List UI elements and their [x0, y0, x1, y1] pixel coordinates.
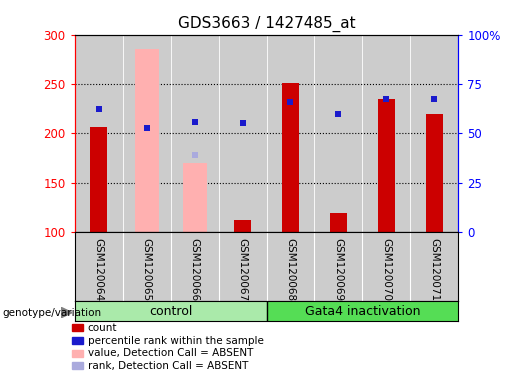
Bar [363, 35, 410, 232]
Bar [410, 35, 458, 232]
Bar [282, 83, 299, 232]
Bar [183, 163, 207, 232]
Text: count: count [88, 323, 117, 333]
Polygon shape [61, 307, 72, 318]
Bar [90, 126, 107, 232]
Bar [330, 213, 347, 232]
Bar [378, 99, 395, 232]
Text: GSM120066: GSM120066 [190, 238, 200, 301]
Text: Gata4 inactivation: Gata4 inactivation [305, 305, 420, 318]
Text: genotype/variation: genotype/variation [3, 308, 101, 318]
Bar [426, 114, 443, 232]
Bar [267, 35, 315, 232]
Title: GDS3663 / 1427485_at: GDS3663 / 1427485_at [178, 16, 355, 32]
Text: GSM120065: GSM120065 [142, 238, 151, 301]
Bar [170, 35, 218, 232]
Bar [218, 35, 267, 232]
Bar [123, 35, 170, 232]
Bar [267, 301, 458, 321]
Text: percentile rank within the sample: percentile rank within the sample [88, 336, 264, 346]
Bar [234, 220, 251, 232]
Text: GSM120064: GSM120064 [94, 238, 104, 301]
Text: GSM120068: GSM120068 [285, 238, 296, 301]
Bar [75, 35, 123, 232]
Bar [134, 50, 159, 232]
Bar [315, 35, 363, 232]
Text: GSM120070: GSM120070 [382, 238, 391, 301]
Text: GSM120067: GSM120067 [237, 238, 248, 301]
Text: value, Detection Call = ABSENT: value, Detection Call = ABSENT [88, 348, 253, 358]
Text: rank, Detection Call = ABSENT: rank, Detection Call = ABSENT [88, 361, 248, 371]
Bar [75, 301, 267, 321]
Text: control: control [149, 305, 192, 318]
Text: GSM120071: GSM120071 [430, 238, 439, 301]
Text: GSM120069: GSM120069 [333, 238, 344, 301]
